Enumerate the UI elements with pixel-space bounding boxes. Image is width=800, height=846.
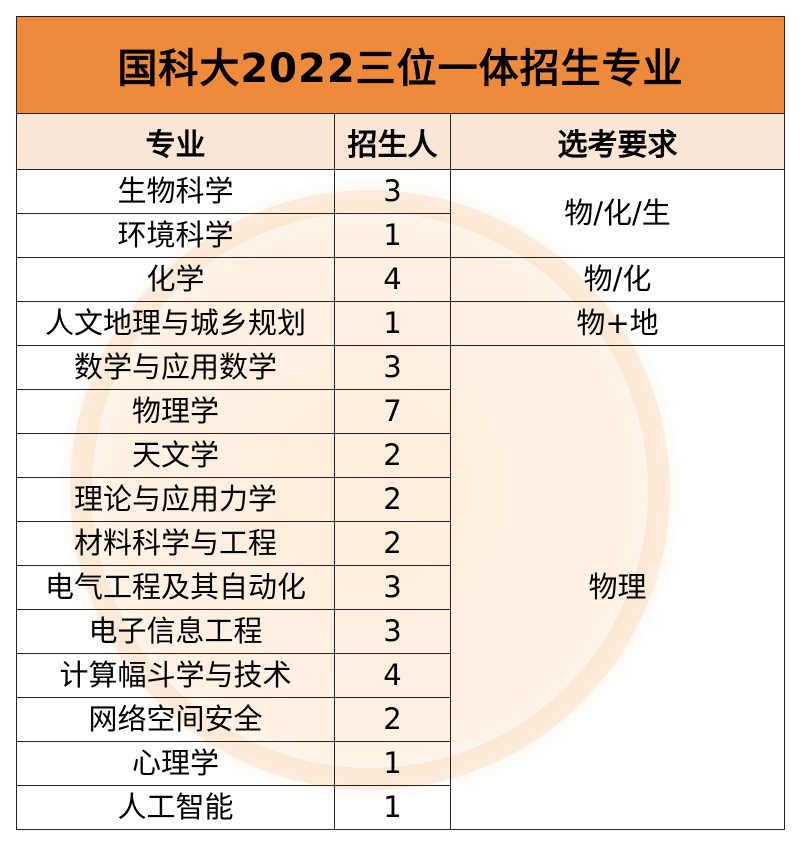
major-cell: 网络空间安全: [16, 697, 335, 742]
table-row: 计算幅斗学与技术 4: [16, 653, 785, 698]
requirement-cell: 物/化: [450, 257, 785, 302]
major-cell: 数学与应用数学: [16, 345, 335, 390]
count-cell: 1: [334, 301, 451, 346]
count-cell: 1: [334, 785, 451, 830]
table-row: 环境科学 1: [16, 213, 785, 258]
major-cell: 人工智能: [16, 785, 335, 830]
table-row: 电气工程及其自动化 3: [16, 565, 785, 610]
count-cell: 2: [334, 697, 451, 742]
count-cell: 3: [334, 609, 451, 654]
requirement-cell: 物/化/生: [450, 169, 785, 258]
major-cell: 心理学: [16, 741, 335, 786]
major-cell: 天文学: [16, 433, 335, 478]
enrollment-table: 国科大2022三位一体招生专业 专业 招生人 选考要求 生物科学 3 物/化/生…: [16, 16, 785, 830]
count-cell: 3: [334, 169, 451, 214]
table-row: 人工智能 1: [16, 785, 785, 830]
table-row: 材料科学与工程 2: [16, 521, 785, 566]
count-cell: 2: [334, 433, 451, 478]
header-major: 专业: [16, 113, 335, 170]
table-row: 化学 4 物/化: [16, 257, 785, 302]
table-row: 人文地理与城乡规划 1 物+地: [16, 301, 785, 346]
table-row: 物理学 7: [16, 389, 785, 434]
table-row: 网络空间安全 2: [16, 697, 785, 742]
major-cell: 材料科学与工程: [16, 521, 335, 566]
table-row: 数学与应用数学 3 物理: [16, 345, 785, 830]
requirement-cell: 物理: [450, 345, 785, 830]
count-cell: 1: [334, 741, 451, 786]
header-count: 招生人: [334, 113, 451, 170]
table-row: 电子信息工程 3: [16, 609, 785, 654]
count-cell: 3: [334, 345, 451, 390]
major-cell: 理论与应用力学: [16, 477, 335, 522]
major-cell: 环境科学: [16, 213, 335, 258]
count-cell: 2: [334, 521, 451, 566]
table-title: 国科大2022三位一体招生专业: [16, 16, 785, 114]
enrollment-table-sheet: 国科大2022三位一体招生专业 专业 招生人 选考要求 生物科学 3 物/化/生…: [16, 16, 785, 830]
count-cell: 4: [334, 653, 451, 698]
table-row: 生物科学 3 物/化/生: [16, 169, 785, 258]
major-cell: 电子信息工程: [16, 609, 335, 654]
table-row: 天文学 2: [16, 433, 785, 478]
count-cell: 7: [334, 389, 451, 434]
count-cell: 1: [334, 213, 451, 258]
major-cell: 化学: [16, 257, 335, 302]
major-cell: 人文地理与城乡规划: [16, 301, 335, 346]
count-cell: 4: [334, 257, 451, 302]
major-cell: 物理学: [16, 389, 335, 434]
major-cell: 电气工程及其自动化: [16, 565, 335, 610]
header-requirement: 选考要求: [450, 113, 785, 170]
major-cell: 计算幅斗学与技术: [16, 653, 335, 698]
requirement-cell: 物+地: [450, 301, 785, 346]
major-cell: 生物科学: [16, 169, 335, 214]
count-cell: 2: [334, 477, 451, 522]
count-cell: 3: [334, 565, 451, 610]
